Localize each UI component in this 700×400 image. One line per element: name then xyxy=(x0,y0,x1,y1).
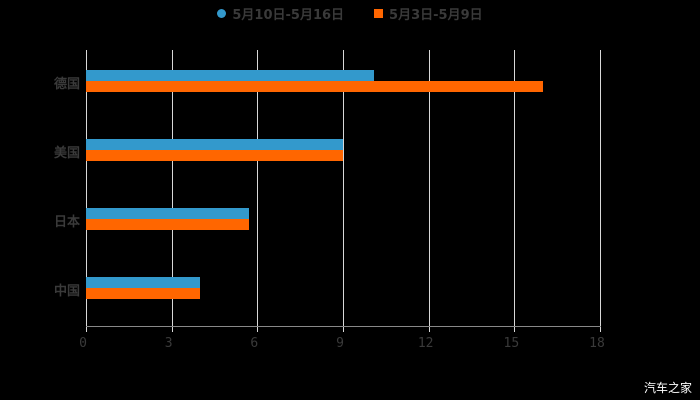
legend-marker-series-1 xyxy=(217,9,227,18)
plot-area xyxy=(86,50,601,332)
x-tick-label: 9 xyxy=(336,336,344,351)
gridline xyxy=(86,50,87,332)
bar-1[interactable] xyxy=(86,69,375,81)
bar-2[interactable] xyxy=(86,149,343,161)
bar-1[interactable] xyxy=(86,276,201,288)
legend-marker-series-2 xyxy=(374,9,384,18)
x-tick-label: 3 xyxy=(164,336,173,351)
bar-2[interactable] xyxy=(86,80,543,92)
gridline xyxy=(600,50,601,332)
legend-label-series-1: 5月10日-5月16日 xyxy=(232,8,345,23)
gridline xyxy=(428,50,430,332)
bar-2[interactable] xyxy=(86,218,249,230)
y-category-label: 中国 xyxy=(53,283,80,299)
gridline xyxy=(514,50,516,332)
chart-legend: 5月10日-5月16日 5月3日-5月9日 xyxy=(0,4,700,23)
watermark: 汽车之家 xyxy=(643,381,692,395)
y-category-label: 日本 xyxy=(53,214,80,230)
x-tick-label: 6 xyxy=(250,336,259,351)
x-tick-label: 15 xyxy=(503,336,520,351)
gridline xyxy=(257,50,259,332)
x-tick-label: 12 xyxy=(417,336,434,351)
legend-label-series-2: 5月3日-5月9日 xyxy=(389,8,483,23)
gridline xyxy=(343,50,344,332)
gridline xyxy=(171,50,173,332)
x-tick-label: 18 xyxy=(589,336,605,351)
bar-1[interactable] xyxy=(86,138,343,150)
legend-item-series-1[interactable]: 5月10日-5月16日 xyxy=(217,4,344,23)
y-category-label: 美国 xyxy=(53,145,80,161)
bar-2[interactable] xyxy=(86,287,201,299)
x-tick-label: 0 xyxy=(79,336,87,351)
y-category-label: 德国 xyxy=(53,76,80,92)
legend-item-series-2[interactable]: 5月3日-5月9日 xyxy=(374,4,483,23)
x-axis-line xyxy=(86,326,601,327)
bar-1[interactable] xyxy=(86,207,249,219)
